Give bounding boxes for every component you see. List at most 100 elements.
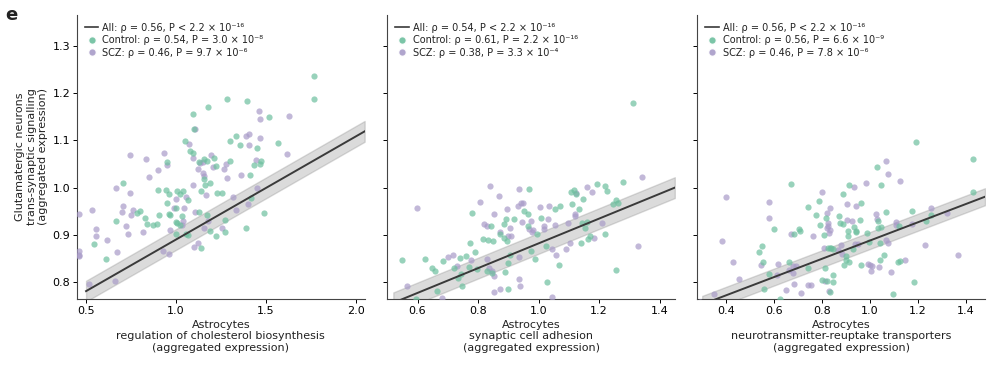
Point (563, 189, 579, 195)
Point (499, 238, 515, 244)
Point (841, 259, 857, 265)
Point (872, 257, 888, 263)
Point (168, 219, 184, 225)
Point (850, 241, 866, 247)
Point (242, 172, 258, 178)
Point (567, 211, 583, 217)
Point (848, 204, 864, 209)
X-axis label: Astrocytes
neurotransmitter-reuptake transporters
(aggregated expression): Astrocytes neurotransmitter-reuptake tra… (731, 320, 951, 353)
Point (399, 283, 415, 289)
Point (166, 205, 182, 211)
Point (788, 263, 804, 269)
Point (718, 194, 734, 200)
Point (511, 186, 527, 192)
Point (822, 245, 838, 251)
Legend: All: ρ = 0.56, P < 2.2 × 10⁻¹⁶, Control: ρ = 0.54, P = 3.0 × 10⁻⁸, SCZ: ρ = 0.46: All: ρ = 0.56, P < 2.2 × 10⁻¹⁶, Control:… (82, 20, 266, 61)
Point (240, 201, 256, 207)
Point (168, 205, 184, 211)
Point (150, 187, 166, 193)
Point (109, 249, 125, 255)
Point (625, 100, 641, 106)
Point (191, 159, 207, 165)
Point (923, 205, 939, 211)
Point (186, 126, 202, 132)
Point (279, 151, 295, 157)
Point (845, 246, 861, 252)
Point (539, 279, 555, 285)
Point (409, 205, 425, 211)
Point (891, 223, 907, 229)
Point (427, 268, 443, 274)
Point (800, 282, 816, 288)
Point (888, 219, 904, 225)
Point (491, 193, 507, 199)
Point (416, 306, 432, 312)
Point (860, 261, 876, 267)
Point (434, 296, 450, 301)
Point (870, 225, 886, 231)
Point (214, 225, 230, 231)
Point (822, 227, 838, 233)
Point (873, 182, 889, 188)
Point (192, 160, 208, 166)
Point (825, 279, 841, 285)
Point (445, 252, 461, 258)
Point (475, 236, 491, 241)
Point (814, 277, 830, 283)
Point (482, 183, 498, 189)
Point (118, 223, 134, 229)
Point (892, 178, 908, 184)
Point (129, 210, 145, 216)
Point (574, 220, 590, 226)
Point (462, 240, 478, 245)
Point (814, 189, 830, 195)
Point (820, 223, 836, 229)
Point (822, 289, 838, 294)
Point (175, 188, 191, 194)
Point (71, 248, 87, 254)
Point (139, 222, 155, 227)
Point (820, 245, 836, 251)
Point (580, 236, 596, 242)
Point (888, 222, 904, 228)
Point (897, 257, 913, 263)
Point (904, 208, 920, 214)
Point (838, 253, 854, 259)
Point (241, 131, 257, 137)
Point (137, 215, 153, 220)
Point (281, 113, 297, 119)
Point (512, 283, 528, 289)
Point (180, 232, 196, 238)
Point (702, 329, 718, 335)
Point (816, 245, 832, 251)
Point (835, 221, 851, 227)
Point (492, 286, 508, 291)
Point (761, 215, 777, 221)
Point (573, 240, 589, 246)
Point (115, 202, 131, 208)
Point (502, 225, 518, 231)
Point (195, 159, 211, 165)
Point (435, 258, 451, 263)
Text: e: e (5, 6, 17, 24)
Point (481, 265, 497, 271)
Point (864, 263, 880, 269)
Point (552, 203, 568, 209)
Point (246, 162, 262, 168)
Point (161, 210, 177, 216)
Point (846, 224, 862, 230)
Point (479, 256, 495, 262)
Point (156, 150, 172, 156)
Point (500, 233, 516, 239)
Point (847, 241, 863, 247)
Point (838, 256, 854, 262)
Point (540, 216, 556, 222)
Point (206, 155, 222, 160)
Point (138, 156, 154, 162)
Point (786, 231, 802, 237)
Point (599, 188, 615, 194)
Point (86, 241, 102, 247)
Point (548, 252, 564, 258)
Point (766, 301, 782, 307)
Point (469, 266, 485, 272)
